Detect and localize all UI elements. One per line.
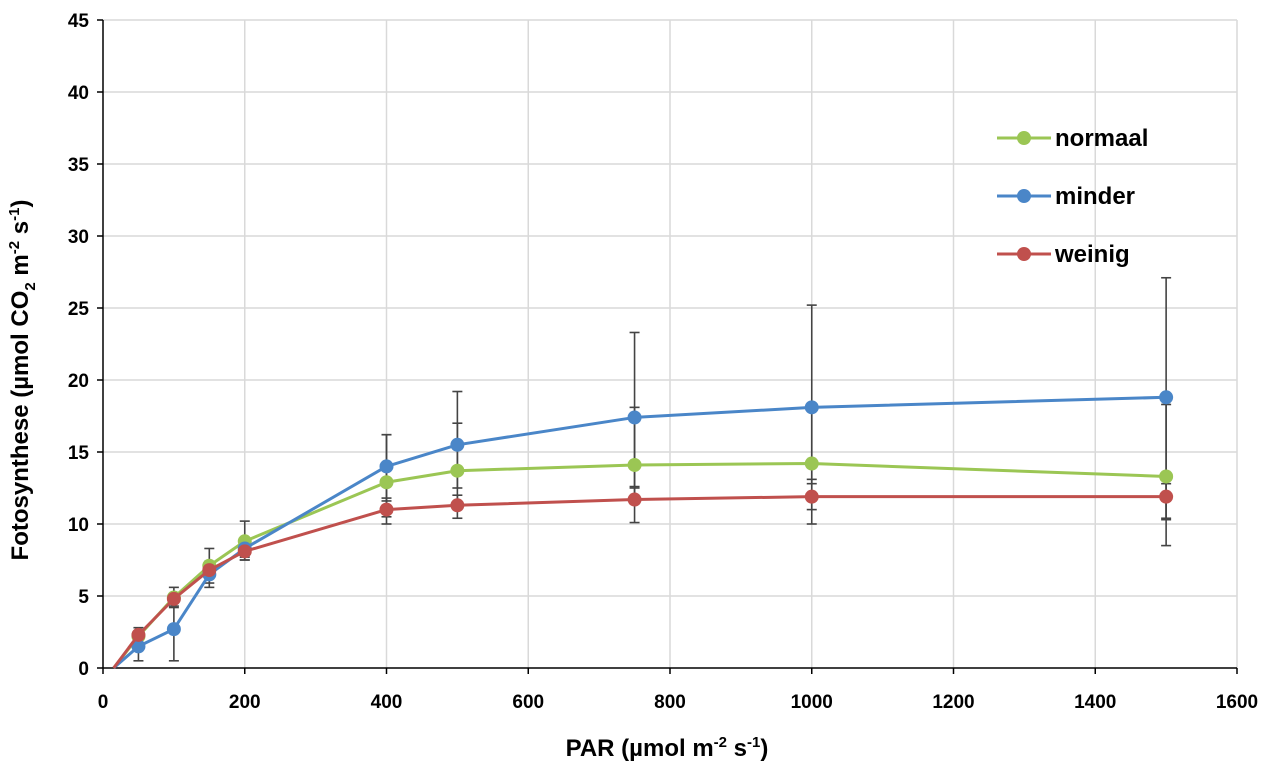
x-tick-label: 1200 [932, 692, 974, 713]
data-point-weinig [237, 544, 252, 559]
series-line-minder [112, 395, 1167, 670]
data-point-normaal [1159, 469, 1174, 484]
y-tick-label: 35 [68, 155, 90, 176]
y-tick-label: 40 [68, 83, 89, 104]
data-point-weinig [202, 563, 217, 578]
y-tick-label: 25 [68, 299, 90, 320]
data-point-minder [804, 400, 819, 415]
y-tick-label: 10 [68, 515, 89, 536]
y-tick-label: 45 [68, 11, 90, 32]
legend-label-weinig: weinig [1054, 241, 1130, 268]
tick-labels: 0 200 400 600 800 1000 1200 1400 1600 0 5 10 15 20 25 3… [68, 11, 1258, 713]
y-tick-label: 30 [68, 227, 89, 248]
data-point-normaal [450, 463, 465, 478]
x-tick-label: 600 [512, 692, 544, 713]
data-point-minder [131, 639, 146, 654]
legend: normaal minder weinig [997, 125, 1148, 268]
y-tick-label: 0 [78, 659, 89, 680]
x-tick-label: 400 [371, 692, 403, 713]
legend-label-minder: minder [1055, 183, 1135, 210]
x-tick-label: 1400 [1074, 692, 1116, 713]
legend-label-normaal: normaal [1055, 125, 1148, 152]
data-point-weinig [131, 627, 146, 642]
data-point-minder [450, 437, 465, 452]
series-line-normaal [112, 462, 1167, 669]
x-tick-label: 800 [654, 692, 686, 713]
series-line-weinig [112, 495, 1167, 669]
data-point-weinig [627, 492, 642, 507]
x-axis-title: PAR (µmol m-2 s-1) [566, 734, 769, 762]
data-point-weinig [379, 502, 394, 517]
data-point-weinig [804, 489, 819, 504]
data-point-weinig [1159, 489, 1174, 504]
error-bars [133, 276, 1172, 662]
data-point-weinig [166, 591, 181, 606]
y-tick-label: 20 [68, 371, 89, 392]
data-point-minder [166, 622, 181, 637]
gridlines [103, 19, 1238, 668]
data-point-minder [379, 459, 394, 474]
x-tick-label: 0 [98, 692, 109, 713]
y-axis-title: Fotosynthese (µmol CO2 m-2 s-1) [6, 200, 39, 561]
data-point-normaal [804, 456, 819, 471]
x-tick-label: 200 [229, 692, 261, 713]
y-tick-label: 15 [68, 443, 90, 464]
data-point-normaal [379, 475, 394, 490]
legend-marker-minder [1017, 189, 1031, 203]
x-tick-label: 1600 [1216, 692, 1258, 713]
data-point-minder [627, 410, 642, 425]
data-point-weinig [450, 498, 465, 513]
axes [97, 19, 1238, 674]
data-point-minder [1159, 390, 1174, 405]
data-point-normaal [627, 457, 642, 472]
legend-marker-weinig [1017, 247, 1031, 261]
x-tick-label: 1000 [791, 692, 833, 713]
legend-marker-normaal [1017, 131, 1031, 145]
series-lines [112, 390, 1174, 670]
y-tick-label: 5 [78, 587, 89, 608]
